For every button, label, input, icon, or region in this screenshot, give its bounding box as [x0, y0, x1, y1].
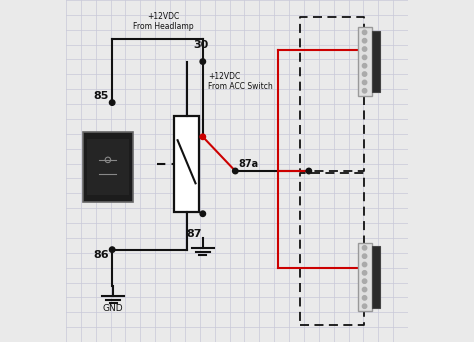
Circle shape: [363, 89, 367, 93]
Circle shape: [363, 64, 367, 68]
Text: 86: 86: [93, 250, 109, 260]
Circle shape: [363, 47, 367, 51]
Circle shape: [363, 296, 367, 300]
Bar: [358, 27, 372, 96]
Circle shape: [200, 211, 206, 216]
Text: +12VDC
From Headlamp: +12VDC From Headlamp: [133, 12, 194, 31]
Text: GND: GND: [103, 304, 124, 313]
Text: 30: 30: [193, 40, 209, 50]
Circle shape: [363, 39, 367, 43]
Bar: [174, 116, 200, 212]
Circle shape: [363, 72, 367, 76]
Circle shape: [363, 30, 367, 35]
Text: 87a: 87a: [239, 159, 259, 169]
Circle shape: [363, 246, 367, 250]
Circle shape: [200, 59, 206, 64]
Circle shape: [363, 80, 367, 84]
Bar: [372, 246, 380, 308]
Text: 87: 87: [186, 229, 202, 239]
Circle shape: [363, 262, 367, 267]
Circle shape: [363, 304, 367, 308]
Circle shape: [363, 287, 367, 292]
Text: +12VDC
From ACC Switch: +12VDC From ACC Switch: [208, 72, 273, 91]
Circle shape: [363, 55, 367, 60]
Circle shape: [363, 271, 367, 275]
Circle shape: [363, 279, 367, 284]
Circle shape: [109, 247, 115, 252]
Circle shape: [363, 254, 367, 258]
Bar: [358, 243, 372, 311]
Circle shape: [233, 168, 238, 174]
Text: 85: 85: [93, 91, 109, 101]
Bar: [87, 139, 129, 195]
Bar: [372, 31, 380, 92]
Bar: [83, 132, 133, 202]
Circle shape: [306, 168, 311, 174]
Circle shape: [109, 100, 115, 105]
Circle shape: [200, 134, 206, 140]
